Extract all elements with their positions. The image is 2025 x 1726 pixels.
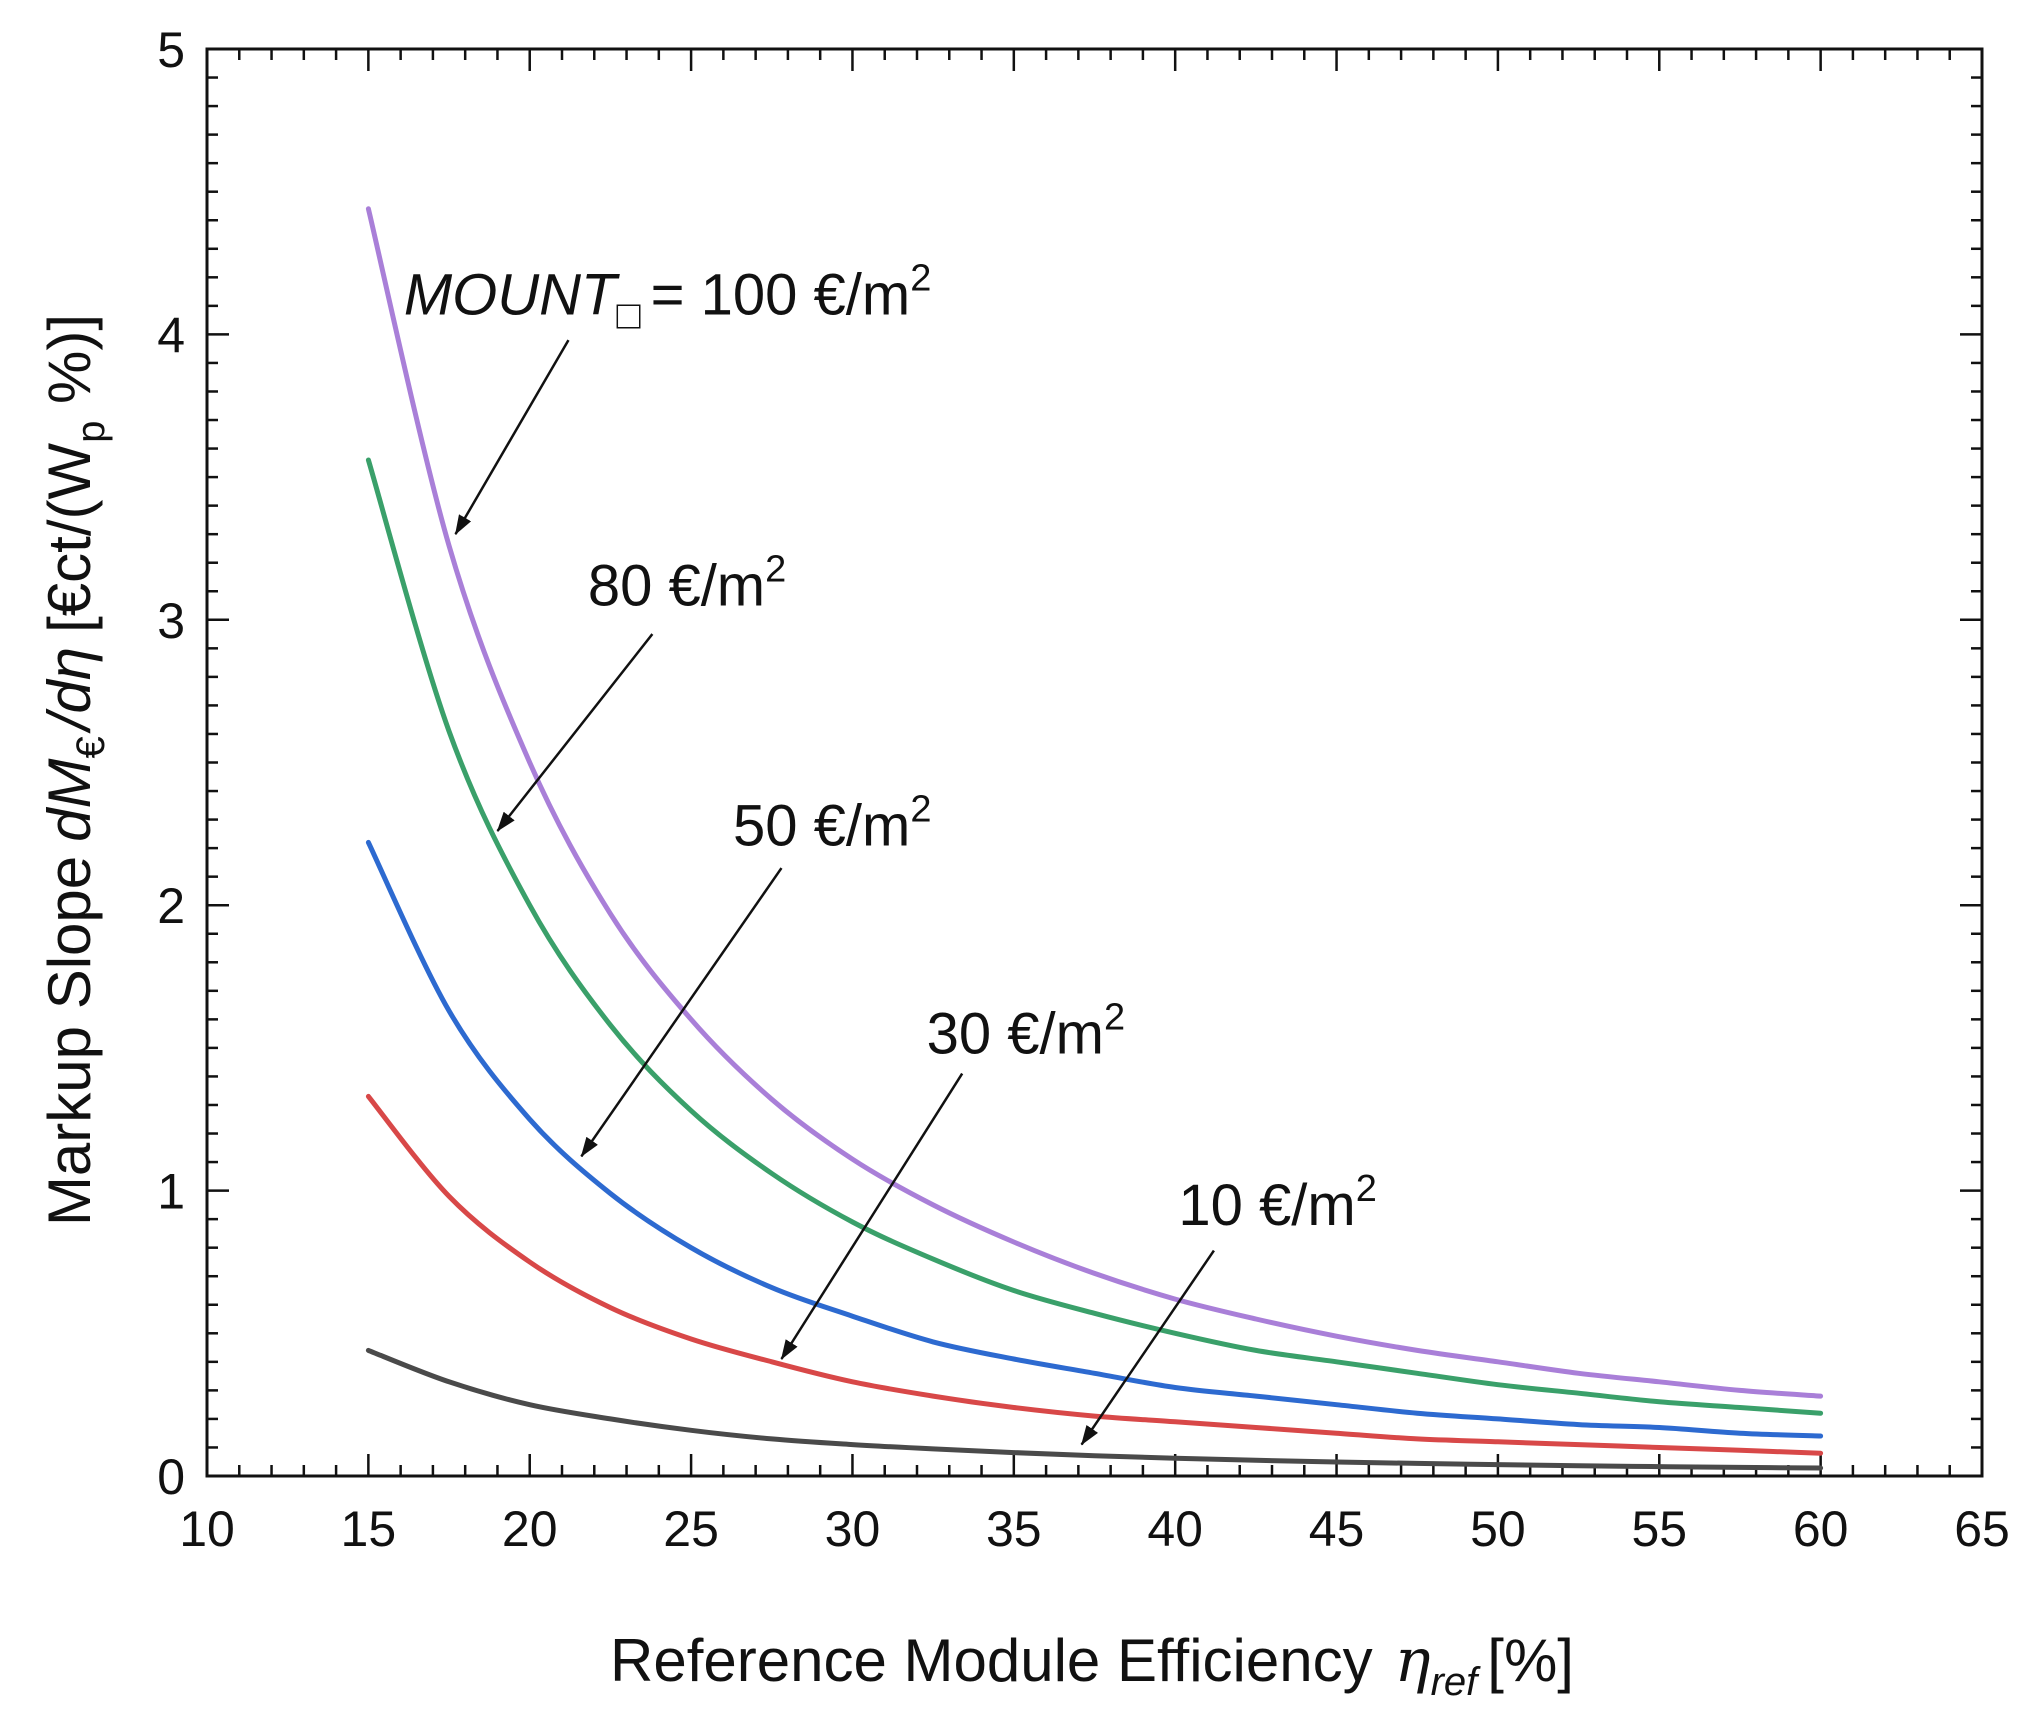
- annotation-mount-100-sup: 2: [910, 257, 931, 299]
- x-axis-label-text: Reference Module Efficiency: [610, 1627, 1373, 1694]
- y-tick-labels: 0 1 2 3 4 5: [157, 22, 185, 1505]
- y-tick-label: 1: [157, 1164, 185, 1220]
- y-axis-label-unit-close: %)]: [36, 314, 103, 421]
- x-tick-label: 55: [1631, 1501, 1687, 1557]
- annotation-arrow: [780, 1072, 964, 1360]
- annotation-mount-prefix: MOUNT: [404, 262, 620, 327]
- y-axis-label-prefix: Markup Slope: [36, 856, 103, 1226]
- y-tick-label: 2: [157, 878, 185, 934]
- x-tick-label: 65: [1954, 1501, 2010, 1557]
- annotation-mount-30-sup: 2: [1104, 997, 1125, 1039]
- x-tick-label: 35: [986, 1501, 1042, 1557]
- x-axis-label: Reference Module Efficiency ηref [%]: [610, 1626, 1574, 1704]
- series-line-2: [365, 457, 1824, 1416]
- y-axis-label-mid: /dη: [36, 647, 103, 734]
- annotation-mount-10: 10 €/m2: [1178, 1168, 1376, 1238]
- annotation-mount-10-label: 10 €/m: [1178, 1173, 1355, 1238]
- y-axis-label: Markup Slope dM€/dη [€ct/(Wp %)]: [36, 314, 113, 1226]
- x-tick-label: 25: [663, 1501, 719, 1557]
- x-tick-labels: 10 15 20 25 30 35 40 45 50 55 60 65: [179, 1501, 2010, 1557]
- annotation-arrows: [454, 339, 1215, 1446]
- y-axis-label-unit-open: [€ct/(W: [36, 443, 103, 633]
- x-tick-label: 50: [1470, 1501, 1526, 1557]
- annotation-mount-100: MOUNT□ = 100 €/m2: [404, 257, 932, 337]
- x-tick-label: 45: [1309, 1501, 1365, 1557]
- axis-ticks: [205, 47, 1984, 1478]
- annotation-mount-80-sup: 2: [765, 549, 786, 591]
- x-tick-label: 30: [825, 1501, 881, 1557]
- y-tick-label: 0: [157, 1449, 185, 1505]
- y-tick-label: 5: [157, 22, 185, 78]
- x-tick-label: 10: [179, 1501, 235, 1557]
- annotation-arrow: [454, 339, 570, 536]
- series-line-3: [365, 839, 1824, 1439]
- annotation-mount-30-label: 30 €/m: [927, 1002, 1104, 1067]
- x-tick-label: 20: [502, 1501, 558, 1557]
- annotation-arrow: [1080, 1249, 1215, 1446]
- series-line-5: [365, 1347, 1824, 1471]
- y-tick-label: 4: [157, 307, 185, 363]
- series-line-1: [365, 206, 1824, 1399]
- plot-frame: [205, 47, 1984, 1478]
- annotation-mount-50: 50 €/m2: [733, 788, 931, 858]
- annotation-mount-prefix-sub: □: [617, 293, 641, 337]
- x-axis-label-symbol: η: [1395, 1626, 1431, 1696]
- annotation-arrow: [580, 867, 783, 1158]
- annotation-mount-100-label: = 100 €/m: [651, 262, 911, 327]
- y-axis-label-symbol: dM: [36, 758, 103, 841]
- annotation-mount-80-label: 80 €/m: [588, 554, 765, 619]
- x-tick-label: 40: [1147, 1501, 1203, 1557]
- annotation-mount-50-sup: 2: [910, 788, 931, 830]
- annotation-arrow: [496, 633, 654, 832]
- annotation-mount-10-sup: 2: [1356, 1168, 1377, 1210]
- series-lines: [365, 206, 1824, 1471]
- annotation-mount-80: 80 €/m2: [588, 549, 786, 619]
- x-axis-label-unit: [%]: [1487, 1627, 1574, 1694]
- y-axis-label-subscript: €: [69, 736, 113, 758]
- series-line-4: [365, 1093, 1824, 1456]
- y-axis-label-unit-sub: p: [69, 421, 113, 443]
- x-axis-label-subscript: ref: [1431, 1660, 1482, 1704]
- x-tick-label: 15: [341, 1501, 397, 1557]
- y-tick-label: 3: [157, 593, 185, 649]
- annotation-mount-50-label: 50 €/m: [733, 793, 910, 858]
- annotation-mount-30: 30 €/m2: [927, 997, 1125, 1067]
- x-tick-label: 60: [1793, 1501, 1849, 1557]
